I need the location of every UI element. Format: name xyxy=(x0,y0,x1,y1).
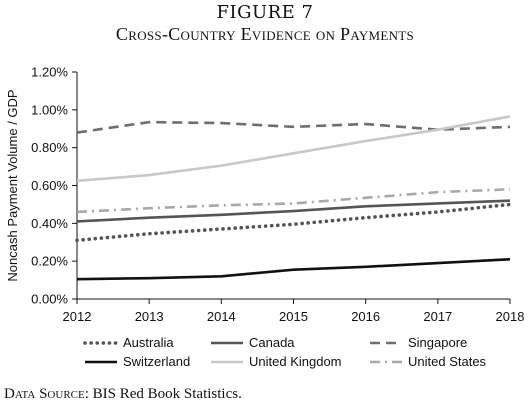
x-tick-label: 2018 xyxy=(496,309,525,324)
legend-label-switzerland: Switzerland xyxy=(123,354,190,369)
data-source-note: Data Source: BIS Red Book Statistics. xyxy=(4,386,242,403)
y-tick-label: 0.80% xyxy=(31,140,68,155)
x-tick-label: 2014 xyxy=(207,309,236,324)
series-line-canada xyxy=(76,199,511,223)
y-axis-ticks: 0.00% 0.20% 0.40% 0.60% 0.80% 1.00% 1.20% xyxy=(31,65,77,307)
y-tick-label: 0.20% xyxy=(31,254,68,269)
figure-label: FIGURE 7 xyxy=(216,2,314,23)
chart-legend: Australia Canada Singapore Switzerland Unite… xyxy=(83,335,487,369)
legend-label-united-kingdom: United Kingdom xyxy=(249,354,342,369)
series-line-united-states xyxy=(76,187,511,214)
legend-label-united-states: United States xyxy=(408,354,487,369)
legend-label-canada: Canada xyxy=(249,335,295,350)
series-line-switzerland xyxy=(76,257,511,281)
legend-label-australia: Australia xyxy=(123,335,174,350)
x-axis-ticks: 2012 2013 2014 2015 2016 2017 2018 xyxy=(63,299,525,324)
data-source-text: BIS Red Book Statistics. xyxy=(92,386,242,402)
x-tick-label: 2015 xyxy=(279,309,308,324)
y-tick-label: 1.20% xyxy=(31,65,68,80)
x-tick-label: 2017 xyxy=(423,309,452,324)
y-tick-label: 0.60% xyxy=(31,178,68,193)
legend-label-singapore: Singapore xyxy=(408,335,467,350)
series-line-united-kingdom xyxy=(76,115,511,183)
chart-axes xyxy=(76,72,510,300)
y-tick-label: 1.00% xyxy=(31,102,68,117)
y-axis-title: Noncash Payment Volume / GDP xyxy=(5,89,20,281)
data-source-prefix: Data Source: xyxy=(4,386,89,402)
series-lines xyxy=(75,115,512,281)
series-line-australia xyxy=(75,202,512,243)
figure-title: Cross-Country Evidence on Payments xyxy=(115,24,415,44)
x-tick-label: 2013 xyxy=(135,309,164,324)
x-tick-label: 2016 xyxy=(351,309,380,324)
y-tick-label: 0.00% xyxy=(31,292,68,307)
y-tick-label: 0.40% xyxy=(31,216,68,231)
x-tick-label: 2012 xyxy=(63,309,92,324)
